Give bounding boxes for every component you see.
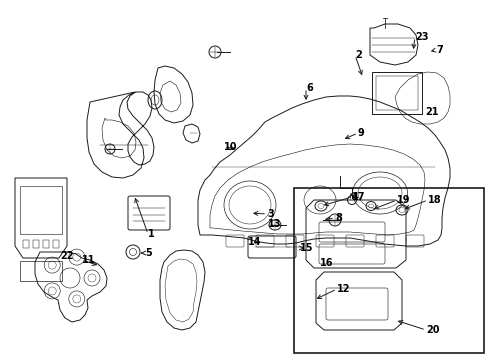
Bar <box>375 76 417 110</box>
Text: 22: 22 <box>60 251 73 261</box>
Text: 12: 12 <box>336 284 350 294</box>
Text: 3: 3 <box>266 209 273 219</box>
Text: 23: 23 <box>414 32 427 42</box>
Bar <box>53 240 59 248</box>
Bar <box>23 240 29 248</box>
Text: 21: 21 <box>424 107 438 117</box>
Text: 15: 15 <box>299 243 313 253</box>
Text: 16: 16 <box>319 258 333 268</box>
Text: 11: 11 <box>82 255 95 265</box>
Text: 19: 19 <box>396 195 409 205</box>
Text: 10: 10 <box>224 142 237 152</box>
Text: 8: 8 <box>334 213 341 223</box>
Text: 20: 20 <box>425 325 439 335</box>
Text: 14: 14 <box>247 237 261 247</box>
Text: 9: 9 <box>357 128 364 138</box>
Bar <box>43 240 49 248</box>
Text: 4: 4 <box>351 192 358 202</box>
Bar <box>371 72 421 114</box>
Text: 18: 18 <box>427 195 441 205</box>
Bar <box>33 240 39 248</box>
Bar <box>293 188 483 353</box>
Text: 2: 2 <box>354 50 361 60</box>
Bar <box>20 186 62 234</box>
Bar <box>20 261 62 281</box>
Text: 6: 6 <box>305 83 312 93</box>
Text: 5: 5 <box>145 248 151 258</box>
Text: 7: 7 <box>435 45 442 55</box>
Text: 13: 13 <box>267 219 281 229</box>
Text: 1: 1 <box>148 229 154 239</box>
Text: 17: 17 <box>351 192 365 202</box>
